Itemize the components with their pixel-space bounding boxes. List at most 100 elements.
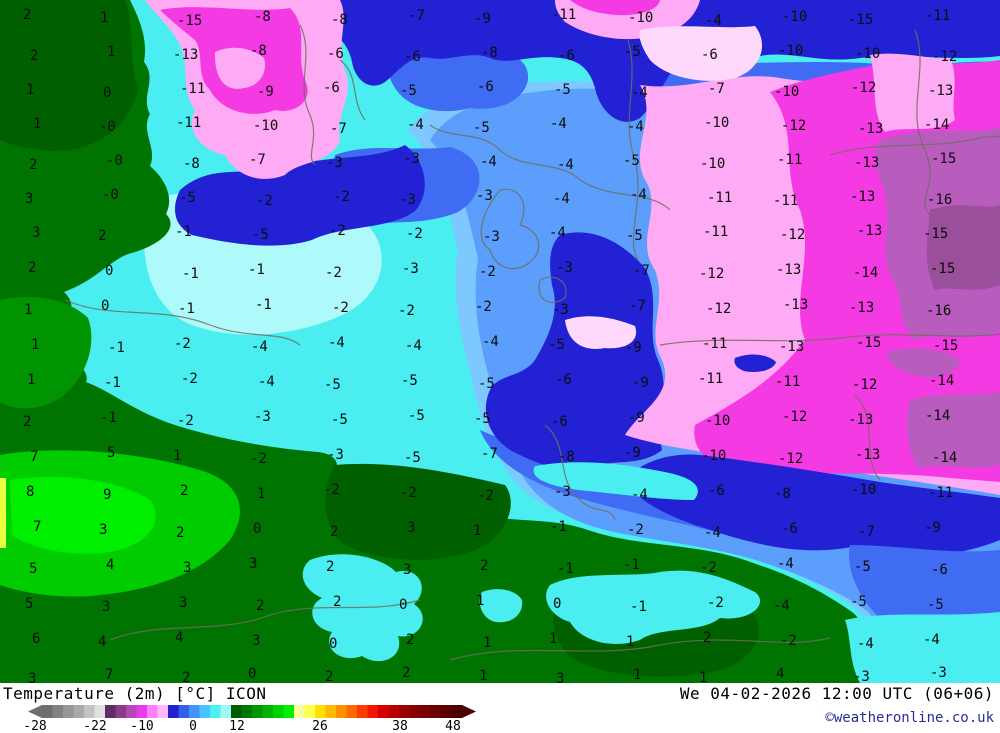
temp-value: -4 — [407, 117, 424, 133]
temp-value: 0 — [329, 636, 337, 652]
temp-value: -2 — [477, 488, 494, 504]
temp-value: -2 — [627, 522, 644, 538]
temp-value: -5 — [179, 190, 196, 206]
temp-value: -6 — [477, 79, 494, 95]
temp-value: -4 — [923, 632, 940, 648]
temp-value: -4 — [777, 556, 794, 572]
temp-value: -15 — [856, 335, 881, 351]
temp-value: -13 — [776, 262, 801, 278]
legend-swatch — [441, 705, 452, 718]
temp-value: -13 — [783, 297, 808, 313]
temp-value: 3 — [32, 225, 40, 241]
temp-value: -4 — [251, 339, 268, 355]
legend-swatch — [73, 705, 85, 718]
temp-value: -11 — [925, 8, 950, 24]
temp-value: 3 — [183, 560, 191, 576]
temp-value: -3 — [402, 261, 419, 277]
temp-value: -5 — [927, 597, 944, 613]
legend-swatch — [126, 705, 137, 718]
temp-value: -14 — [929, 373, 954, 389]
temp-value: -1 — [175, 224, 192, 240]
temp-value: -9 — [632, 375, 649, 391]
region-navy-ring — [175, 145, 425, 246]
temp-value: -1 — [248, 262, 265, 278]
temp-value: 1 — [476, 593, 484, 609]
temp-value: 2 — [176, 525, 184, 541]
temp-value: -5 — [473, 120, 490, 136]
temp-value: -15 — [931, 151, 956, 167]
temp-value: 5 — [107, 445, 115, 461]
temp-value: -14 — [853, 265, 878, 281]
temp-value: -3 — [552, 302, 569, 318]
temp-value: -1 — [255, 297, 272, 313]
temp-value: -5 — [624, 44, 641, 60]
temp-value: 4 — [98, 634, 106, 650]
temp-value: 2 — [98, 228, 106, 244]
temp-value: -3 — [930, 665, 947, 681]
temp-value: -3 — [476, 188, 493, 204]
legend-swatches — [42, 705, 463, 718]
temp-value: 3 — [102, 599, 110, 615]
temp-value: -5 — [400, 83, 417, 99]
temp-value: -13 — [854, 155, 879, 171]
temp-value: 1 — [173, 448, 181, 464]
temp-value: -5 — [404, 450, 421, 466]
temp-value: 0 — [248, 666, 256, 682]
temp-value: -4 — [857, 636, 874, 652]
temp-value: -9 — [474, 11, 491, 27]
temp-value: -10 — [774, 84, 799, 100]
temp-value: 2 — [30, 48, 38, 64]
temp-value: -4 — [553, 191, 570, 207]
legend-tick-label: 38 — [392, 719, 408, 733]
region-navy-se-band — [625, 454, 1000, 556]
temp-value: -11 — [775, 374, 800, 390]
temp-value: -12 — [782, 409, 807, 425]
temp-value: -1 — [623, 557, 640, 573]
region-green-mid-w — [0, 296, 92, 409]
temp-value: -2 — [177, 413, 194, 429]
temp-value: -7 — [249, 152, 266, 168]
legend-tick-label: -10 — [130, 719, 153, 733]
temp-value: -9 — [628, 410, 645, 426]
temp-value: -3 — [254, 409, 271, 425]
temp-value: -14 — [924, 117, 949, 133]
temp-value: 1 — [100, 10, 108, 26]
temp-value: -14 — [932, 450, 957, 466]
legend-swatch — [94, 705, 106, 718]
region-navy-top-band — [230, 0, 1000, 122]
legend-swatch — [399, 705, 410, 718]
temp-value: -5 — [478, 376, 495, 392]
temp-value: -3 — [556, 260, 573, 276]
temp-value: 3 — [252, 633, 260, 649]
temp-value: -11 — [180, 81, 205, 97]
temp-value: -2 — [332, 300, 349, 316]
region-green-vivid-sw — [10, 476, 156, 554]
copyright-link[interactable]: ©weatheronline.co.uk — [825, 710, 994, 726]
temp-value: -11 — [773, 193, 798, 209]
legend-swatch — [273, 705, 284, 718]
temp-value: 3 — [25, 191, 33, 207]
temp-value: -6 — [708, 483, 725, 499]
legend-swatch — [105, 705, 116, 718]
temp-value: 2 — [333, 594, 341, 610]
temperature-map[interactable]: 2 1 -15 -8 -8 -7 -9 -11 -10 -4 -10 -15 -11 2 1 -13 -8 -6-… — [0, 0, 1000, 683]
temp-value: 1 — [33, 116, 41, 132]
legend-swatch — [252, 705, 263, 718]
temp-value: 2 — [325, 669, 333, 683]
temp-value: -6 — [931, 562, 948, 578]
region-lake-2 — [479, 589, 523, 623]
legend-swatch — [178, 705, 190, 718]
temp-value: 6 — [32, 631, 40, 647]
temp-value: -12 — [780, 227, 805, 243]
temp-value: 8 — [26, 484, 34, 500]
temp-value: -9 — [257, 84, 274, 100]
temp-value: -9 — [624, 445, 641, 461]
temp-value: 2 — [402, 665, 410, 681]
temp-value: -1 — [557, 561, 574, 577]
temp-value: 1 — [257, 486, 265, 502]
temp-value: -6 — [323, 80, 340, 96]
map-canvas[interactable]: 2 1 -15 -8 -8 -7 -9 -11 -10 -4 -10 -15 -112 1 -13 -8 -6-… — [0, 0, 1000, 683]
legend-swatch — [157, 705, 169, 718]
region-blue-mid-se — [849, 545, 1000, 619]
legend-swatch — [52, 705, 64, 718]
